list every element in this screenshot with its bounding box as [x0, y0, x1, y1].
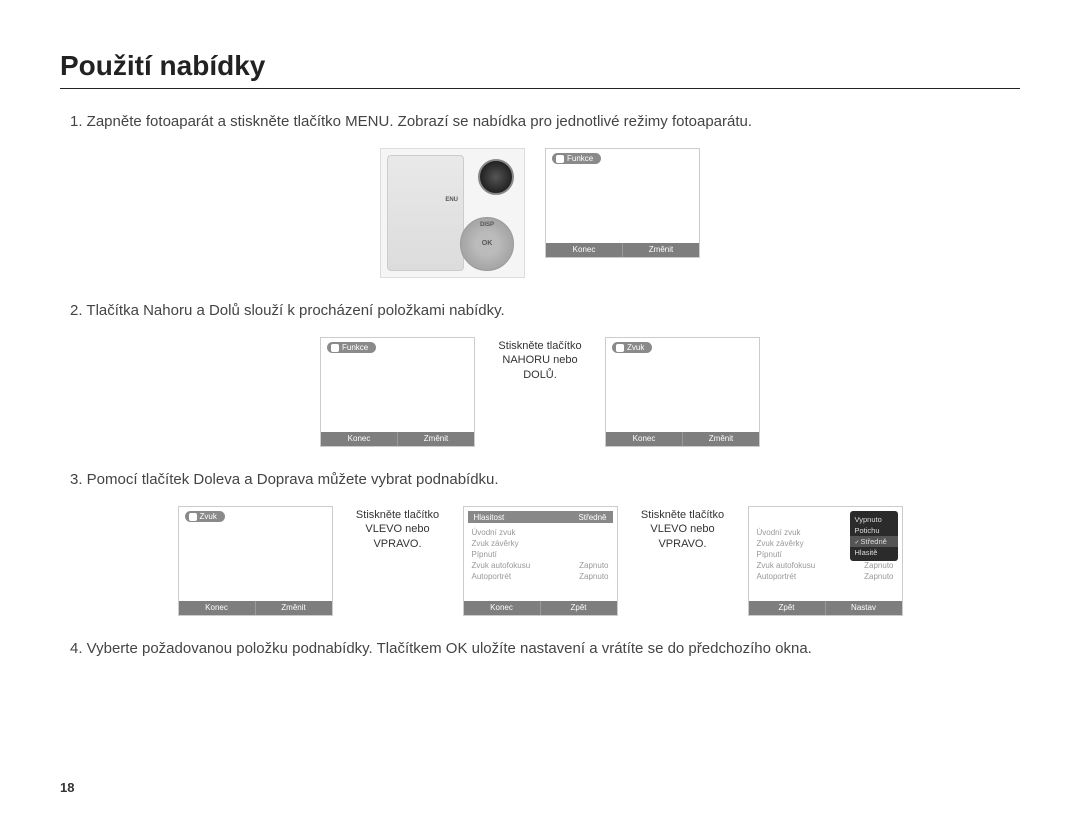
- list-item: Zvuk autofokusu Zapnuto: [757, 560, 894, 571]
- menu-panel-zvuk-2: Zvuk Konec Změnit: [178, 506, 333, 616]
- opt-value: Zapnuto: [579, 561, 608, 570]
- caption-updown: Stiskněte tlačítko NAHORU nebo DOLŮ.: [495, 339, 585, 382]
- panel-header: Funkce: [552, 153, 601, 164]
- footer-zmenit: Změnit: [622, 243, 699, 257]
- caption-leftright-1: Stiskněte tlačítko VLEVO nebo VPRAVO.: [353, 508, 443, 551]
- step-1-figures: ENU DISP OK Funkce Konec Změnit: [60, 148, 1020, 278]
- panel-footer: Konec Změnit: [546, 243, 699, 257]
- speaker-icon: [189, 513, 197, 521]
- menu-panel-options-popup: Úvodní zvuk Zvuk závěrky Pípnutí Zvuk au…: [748, 506, 903, 616]
- menu-panel-funkce-1: Funkce Konec Změnit: [545, 148, 700, 258]
- popup-item-selected: Středně: [850, 536, 898, 547]
- list-item: Pípnutí: [472, 549, 609, 560]
- step-2-text: 2. Tlačítka Nahoru a Dolů slouží k proch…: [70, 302, 1020, 319]
- panel-header-label: Zvuk: [627, 343, 644, 352]
- popup-item: Hlasitě: [850, 547, 898, 558]
- value-popup: Vypnuto Potichu Středně Hlasitě: [850, 511, 898, 561]
- selbar-left: Hlasitost: [474, 513, 505, 522]
- panel-footer: Konec Změnit: [179, 601, 332, 615]
- opt-value: Zapnuto: [864, 561, 893, 570]
- opt-label: Zvuk závěrky: [472, 539, 519, 548]
- panel-header-label: Funkce: [342, 343, 368, 352]
- opt-label: Úvodní zvuk: [472, 528, 516, 537]
- opt-label: Pípnutí: [757, 550, 782, 559]
- opt-value: Zapnuto: [579, 572, 608, 581]
- footer-zmenit: Změnit: [682, 432, 759, 446]
- list-item: Zvuk autofokusu Zapnuto: [472, 560, 609, 571]
- camera-body: [387, 155, 464, 271]
- panel-header-label: Zvuk: [200, 512, 217, 521]
- selbar-right: Středně: [578, 513, 606, 522]
- list-item: Autoportrét Zapnuto: [757, 571, 894, 582]
- step-4-text: 4. Vyberte požadovanou položku podnabídk…: [70, 640, 1020, 657]
- footer-konec: Konec: [179, 601, 255, 615]
- popup-item: Vypnuto: [850, 514, 898, 525]
- page-number: 18: [60, 780, 74, 795]
- camera-icon: [331, 344, 339, 352]
- disp-label: DISP: [480, 222, 494, 228]
- opt-label: Zvuk autofokusu: [757, 561, 816, 570]
- options-list: Úvodní zvuk Zvuk závěrky Pípnutí Zvuk au…: [472, 527, 609, 582]
- camera-dpad: DISP OK: [460, 217, 514, 271]
- footer-konec: Konec: [464, 601, 540, 615]
- opt-label: Úvodní zvuk: [757, 528, 801, 537]
- panel-footer: Konec Změnit: [606, 432, 759, 446]
- opt-label: Pípnutí: [472, 550, 497, 559]
- footer-konec: Konec: [606, 432, 682, 446]
- ok-button-label: OK: [476, 233, 498, 255]
- opt-label: Zvuk autofokusu: [472, 561, 531, 570]
- menu-panel-options-1: Hlasitost Středně Úvodní zvuk Zvuk závěr…: [463, 506, 618, 616]
- panel-footer: Konec Změnit: [321, 432, 474, 446]
- step-1-text: 1. Zapněte fotoaparát a stiskněte tlačít…: [70, 113, 1020, 130]
- popup-item: Potichu: [850, 525, 898, 536]
- list-item: Úvodní zvuk: [472, 527, 609, 538]
- page-heading: Použití nabídky: [60, 50, 1020, 89]
- opt-value: Zapnuto: [864, 572, 893, 581]
- camera-lens: [478, 159, 514, 195]
- camera-illustration: ENU DISP OK: [380, 148, 525, 278]
- manual-page: Použití nabídky 1. Zapněte fotoaparát a …: [0, 0, 1080, 815]
- panel-header: Zvuk: [612, 342, 652, 353]
- panel-header: Funkce: [327, 342, 376, 353]
- opt-label: Zvuk závěrky: [757, 539, 804, 548]
- list-item: Autoportrét Zapnuto: [472, 571, 609, 582]
- footer-konec: Konec: [321, 432, 397, 446]
- selection-bar: Hlasitost Středně: [468, 511, 613, 523]
- step-3-text: 3. Pomocí tlačítek Doleva a Doprava může…: [70, 471, 1020, 488]
- panel-header-label: Funkce: [567, 154, 593, 163]
- step-3-figures: Zvuk Konec Změnit Stiskněte tlačítko VLE…: [60, 506, 1020, 616]
- footer-nastav: Nastav: [825, 601, 902, 615]
- list-item: Zvuk závěrky: [472, 538, 609, 549]
- step-2-figures: Funkce Konec Změnit Stiskněte tlačítko N…: [60, 337, 1020, 447]
- caption-leftright-2: Stiskněte tlačítko VLEVO nebo VPRAVO.: [638, 508, 728, 551]
- footer-zmenit: Změnit: [255, 601, 332, 615]
- panel-header: Zvuk: [185, 511, 225, 522]
- panel-footer: Konec Zpět: [464, 601, 617, 615]
- menu-panel-zvuk-1: Zvuk Konec Změnit: [605, 337, 760, 447]
- menu-panel-funkce-2: Funkce Konec Změnit: [320, 337, 475, 447]
- opt-label: Autoportrét: [472, 572, 512, 581]
- camera-icon: [556, 155, 564, 163]
- opt-label: Autoportrét: [757, 572, 797, 581]
- footer-zpet: Zpět: [749, 601, 825, 615]
- panel-footer: Zpět Nastav: [749, 601, 902, 615]
- menu-label: ENU: [445, 197, 458, 203]
- footer-zmenit: Změnit: [397, 432, 474, 446]
- speaker-icon: [616, 344, 624, 352]
- footer-zpet: Zpět: [540, 601, 617, 615]
- footer-konec: Konec: [546, 243, 622, 257]
